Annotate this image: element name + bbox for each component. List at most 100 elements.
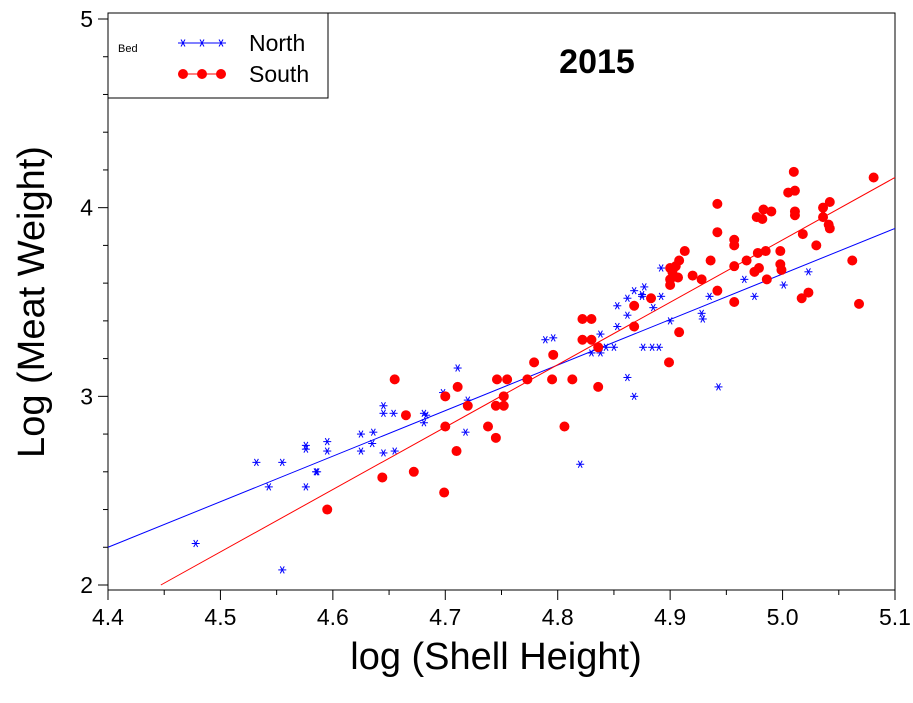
south-point [761, 274, 772, 285]
y-tick-label: 5 [80, 6, 93, 32]
north-point [549, 334, 558, 342]
north-point [623, 311, 632, 319]
legend-item-north: North [178, 30, 305, 56]
north-point [252, 458, 261, 467]
south-point [797, 229, 808, 240]
north-point [323, 437, 332, 446]
north-point [379, 409, 388, 418]
north-point [666, 317, 675, 325]
south-point [559, 421, 570, 432]
south-point [492, 374, 503, 385]
south-point [548, 349, 559, 360]
north-point [630, 392, 639, 401]
north-point [453, 364, 462, 372]
south-point [760, 246, 771, 257]
south-point [796, 293, 807, 304]
north-point [609, 343, 618, 352]
south-point [712, 285, 723, 296]
south-point [629, 321, 640, 332]
south-point [757, 213, 768, 224]
south-point [789, 185, 800, 196]
x-tick-label: 4.4 [92, 604, 124, 630]
north-point [639, 343, 648, 352]
north-point [301, 441, 310, 450]
south-point [741, 255, 752, 266]
south-point [868, 172, 879, 183]
north-point [654, 343, 663, 352]
north-point [301, 445, 310, 453]
south-point [803, 287, 814, 298]
north-point [390, 447, 399, 455]
south-point [664, 357, 675, 368]
south-point [788, 166, 799, 177]
north-point [648, 343, 657, 352]
south-point [462, 400, 473, 411]
north-point [576, 460, 585, 468]
south-point [593, 381, 604, 392]
south-point [729, 234, 740, 245]
south-point [687, 270, 698, 281]
south-point [766, 206, 777, 217]
north-point [461, 428, 470, 436]
north-point [638, 290, 647, 299]
north-fit-line [107, 227, 896, 548]
x-axis-title: log (Shell Height) [350, 636, 641, 678]
north-point [657, 292, 666, 301]
south-point [854, 298, 865, 309]
legend-box [107, 12, 329, 99]
x-tick-label: 4.9 [654, 604, 686, 630]
north-point [657, 264, 666, 272]
north-point [541, 336, 550, 344]
south-point [322, 504, 333, 515]
south-point [673, 272, 684, 283]
x-tick-label: 4.6 [317, 604, 349, 630]
north-point [740, 275, 749, 284]
south-point [705, 255, 716, 266]
south-point [847, 255, 858, 266]
south-point [674, 327, 685, 338]
x-tick-label: 5.0 [767, 604, 799, 630]
south-point [586, 313, 597, 324]
series-north [107, 227, 896, 574]
north-point [198, 39, 206, 47]
north-point [779, 281, 788, 289]
x-tick-label: 5.1 [879, 604, 911, 630]
north-point [623, 294, 632, 302]
south-point [400, 410, 411, 421]
north-point [649, 303, 658, 312]
south-point [629, 300, 640, 311]
north-point [623, 373, 632, 382]
south-point [389, 374, 400, 385]
north-point [697, 309, 706, 318]
south-point [522, 374, 533, 385]
south-point [775, 246, 786, 257]
north-point [698, 315, 707, 323]
south-point [679, 246, 690, 257]
south-point [586, 334, 597, 345]
legend-item-south: South [178, 61, 309, 87]
north-point [613, 322, 622, 331]
south-point [577, 313, 588, 324]
south-point [490, 432, 501, 443]
legend-marker [216, 69, 226, 79]
south-point [674, 255, 685, 266]
legend: Bed North South [107, 12, 329, 99]
legend-title: Bed [118, 43, 138, 55]
x-tick-label: 4.8 [542, 604, 574, 630]
south-point [753, 263, 764, 274]
north-point [640, 283, 649, 291]
north-point [368, 439, 377, 448]
north-point [804, 268, 813, 276]
north-point [313, 468, 322, 476]
south-point [567, 374, 578, 385]
chart-title: 2015 [559, 43, 635, 81]
north-point [264, 483, 273, 491]
south-point [696, 274, 707, 285]
north-point [379, 402, 388, 410]
legend-marker [197, 69, 207, 79]
south-point [593, 342, 604, 353]
south-point [646, 293, 657, 304]
south-point [712, 227, 723, 238]
south-point [547, 374, 558, 385]
south-point [439, 487, 450, 498]
